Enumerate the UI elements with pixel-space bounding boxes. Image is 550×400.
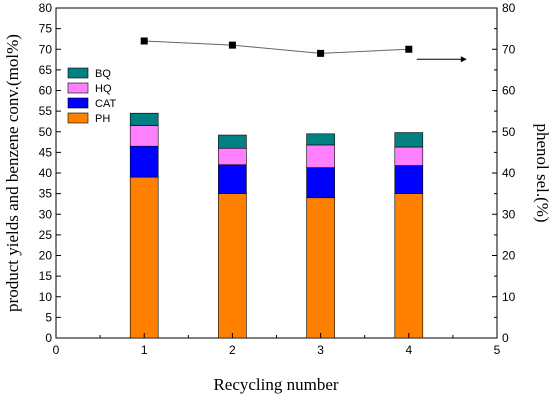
bar-bq-3 xyxy=(306,133,335,146)
bar-bq-2 xyxy=(218,134,247,149)
y-tick-label: 45 xyxy=(39,145,53,159)
y2-tick-label: 70 xyxy=(502,42,516,56)
bar-group xyxy=(129,112,424,339)
x-tick-label: 1 xyxy=(141,343,148,357)
y-tick-label: 5 xyxy=(45,310,52,324)
y2-tick-label: 80 xyxy=(502,1,516,15)
y2-axis-title: phenol sel.(%) xyxy=(533,123,550,222)
y-axis-title: product yields and benzene conv.(mol%) xyxy=(3,34,22,312)
y-tick-label: 0 xyxy=(45,331,52,345)
right-axis-arrow-head xyxy=(460,56,467,63)
bar-hq-2 xyxy=(218,147,247,166)
y-tick-label: 50 xyxy=(39,125,53,139)
bar-hq-1 xyxy=(129,125,159,147)
bar-ph-3 xyxy=(306,197,335,339)
y-tick-label: 35 xyxy=(39,187,53,201)
legend-label-bq: BQ xyxy=(95,68,111,80)
y2-tick-label: 30 xyxy=(502,207,516,221)
y-tick-label: 70 xyxy=(39,42,53,56)
legend-label-hq: HQ xyxy=(95,83,112,95)
x-tick-label: 0 xyxy=(53,343,60,357)
x-tick-label: 4 xyxy=(405,343,412,357)
y2-tick-label: 0 xyxy=(502,331,509,345)
x-tick-label: 5 xyxy=(494,343,501,357)
legend: BQ HQ CAT PH xyxy=(67,67,116,125)
bar-ph-2 xyxy=(218,193,247,339)
y-tick-label: 55 xyxy=(39,104,53,118)
y-tick-label: 60 xyxy=(39,84,53,98)
bar-hq-4 xyxy=(394,146,424,166)
y2-tick-label: 20 xyxy=(502,249,516,263)
phenol-selectivity-line xyxy=(140,37,467,63)
selectivity-line-path xyxy=(144,40,409,54)
y-axis-left: 0 5 10 15 20 25 30 35 40 45 50 55 60 65 70 75 80 xyxy=(39,1,61,345)
y2-tick-label: 10 xyxy=(502,290,516,304)
bar-bq-1 xyxy=(129,112,159,126)
legend-swatch-ph xyxy=(67,112,89,124)
bar-cat-3 xyxy=(306,167,335,199)
bar-cat-4 xyxy=(394,165,424,194)
legend-swatch-bq xyxy=(67,67,89,79)
y-tick-label: 20 xyxy=(39,249,53,263)
legend-label-ph: PH xyxy=(95,113,110,125)
y-tick-label: 75 xyxy=(39,22,53,36)
selectivity-point-3 xyxy=(317,49,325,57)
y-tick-label: 65 xyxy=(39,63,53,77)
y2-tick-label: 40 xyxy=(502,166,516,180)
selectivity-point-2 xyxy=(228,41,236,49)
bar-cat-1 xyxy=(129,145,159,178)
y-tick-label: 10 xyxy=(39,290,53,304)
y-axis-right: 0 10 20 30 40 50 60 70 80 xyxy=(492,1,516,345)
legend-swatch-hq xyxy=(67,82,89,94)
y-tick-label: 40 xyxy=(39,166,53,180)
plot-area xyxy=(55,7,498,339)
x-tick-label: 3 xyxy=(317,343,324,357)
y-tick-label: 15 xyxy=(39,269,53,283)
bar-hq-3 xyxy=(306,144,335,168)
plot-frame xyxy=(55,7,498,339)
x-tick-label: 2 xyxy=(229,343,236,357)
selectivity-point-4 xyxy=(405,45,413,53)
legend-swatch-cat xyxy=(67,97,89,109)
selectivity-point-1 xyxy=(140,37,148,45)
y-tick-label: 25 xyxy=(39,228,53,242)
x-axis: 0 1 2 3 4 5 xyxy=(53,333,501,357)
bar-cat-2 xyxy=(218,164,247,194)
x-axis-title: Recycling number xyxy=(213,375,338,394)
y2-tick-label: 60 xyxy=(502,84,516,98)
legend-label-cat: CAT xyxy=(95,98,116,110)
bar-bq-4 xyxy=(394,132,424,148)
y-tick-label: 80 xyxy=(39,1,53,15)
bar-ph-4 xyxy=(394,193,424,339)
bar-ph-1 xyxy=(129,176,159,339)
y2-tick-label: 50 xyxy=(502,125,516,139)
y-tick-label: 30 xyxy=(39,207,53,221)
